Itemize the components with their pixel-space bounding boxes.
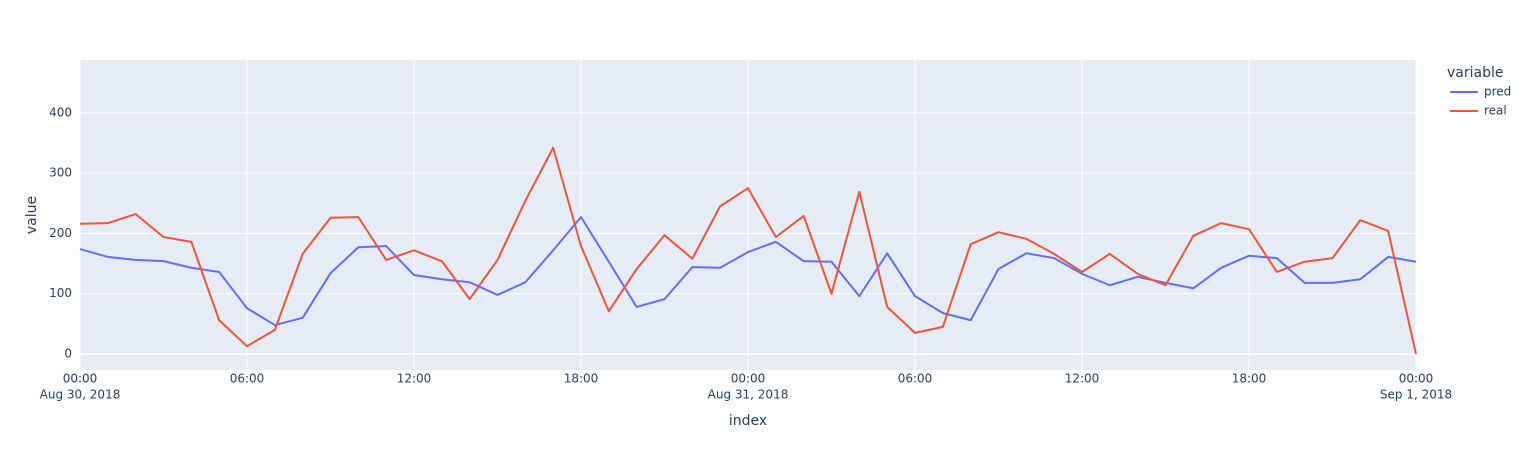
x-tick-label: 00:00 <box>63 372 98 386</box>
line <box>79 216 1417 327</box>
x-axis-label: index <box>729 413 767 429</box>
legend-title: variable <box>1447 65 1503 81</box>
x-tick-label: 18:00 <box>564 372 599 386</box>
x-tick-label: 00:00 <box>1399 372 1434 386</box>
x-tick-label: 00:00 <box>731 372 766 386</box>
y-tick-label: 200 <box>49 226 72 240</box>
legend-label: real <box>1484 104 1507 118</box>
y-tick-label: 300 <box>49 166 72 180</box>
legend-label: pred <box>1484 85 1511 99</box>
x-tick-date: Sep 1, 2018 <box>1380 388 1452 402</box>
x-tick-label: 12:00 <box>397 372 432 386</box>
x-tick-date: Aug 31, 2018 <box>708 388 789 402</box>
y-axis-label: value <box>24 196 40 234</box>
x-tick-date: Aug 30, 2018 <box>40 388 121 402</box>
y-tick-label: 0 <box>64 347 72 361</box>
line <box>79 146 1417 355</box>
x-tick-label: 12:00 <box>1065 372 1100 386</box>
x-tick-label: 06:00 <box>898 372 933 386</box>
x-tick-label: 18:00 <box>1232 372 1267 386</box>
y-tick-label: 100 <box>49 286 72 300</box>
x-tick-label: 06:00 <box>230 372 265 386</box>
y-tick-label: 400 <box>49 105 72 119</box>
